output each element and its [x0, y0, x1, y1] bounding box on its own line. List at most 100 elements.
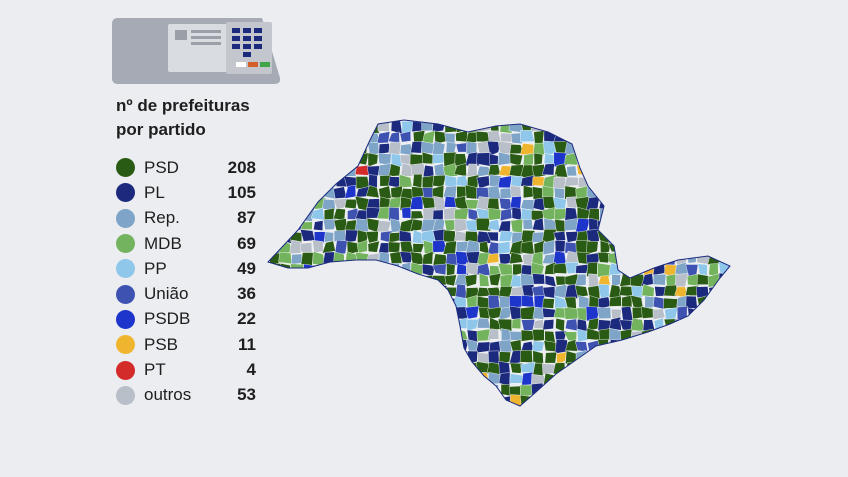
municipality-cell	[542, 405, 557, 406]
municipality-cell	[520, 240, 535, 255]
municipality-cell	[311, 163, 327, 178]
municipality-cell	[268, 405, 269, 406]
municipality-cell	[729, 284, 730, 299]
municipality-cell	[432, 174, 447, 188]
municipality-cell	[608, 361, 622, 376]
municipality-cell	[520, 329, 535, 342]
municipality-cell	[696, 393, 708, 406]
municipality-cell	[707, 120, 720, 121]
municipality-cell	[324, 405, 337, 406]
municipality-cell	[685, 295, 698, 310]
municipality-cell	[576, 142, 591, 156]
municipality-cell	[345, 320, 356, 332]
municipality-cell	[268, 309, 270, 320]
municipality-cell	[674, 330, 689, 340]
municipality-cell	[432, 305, 448, 321]
municipality-cell	[532, 329, 545, 342]
legend-party-count: 69	[237, 233, 256, 253]
municipality-cell	[599, 383, 613, 397]
municipality-cell	[335, 350, 348, 365]
municipality-cell	[564, 176, 579, 187]
municipality-cell	[268, 395, 269, 406]
municipality-cell	[685, 208, 699, 221]
municipality-cell	[542, 298, 555, 309]
municipality-cell	[279, 276, 294, 288]
municipality-cell	[368, 285, 382, 298]
legend-title: nº de prefeituras por partido	[116, 94, 316, 142]
municipality-cell	[475, 341, 491, 354]
municipality-cell	[268, 286, 283, 300]
municipality-cell	[598, 350, 612, 364]
municipality-cell	[565, 404, 579, 406]
municipality-cell	[652, 394, 665, 406]
municipality-cell	[718, 383, 730, 398]
municipality-cell	[641, 404, 654, 406]
municipality-cell	[401, 371, 414, 386]
municipality-cell	[731, 362, 738, 374]
municipality-cell	[454, 361, 469, 375]
municipality-cell	[411, 308, 423, 320]
municipality-cell	[268, 164, 269, 178]
municipality-cell	[354, 120, 368, 122]
municipality-cell	[608, 396, 622, 406]
municipality-cell	[380, 316, 392, 333]
municipality-cell	[478, 272, 490, 287]
municipality-cell	[729, 120, 730, 134]
municipality-cell	[464, 273, 478, 288]
municipality-cell	[299, 229, 316, 242]
municipality-cell	[455, 175, 469, 187]
municipality-cell	[366, 404, 379, 406]
municipality-cell	[619, 362, 635, 376]
municipality-cell	[412, 173, 423, 188]
municipality-cell	[365, 120, 380, 124]
municipality-cell	[333, 340, 346, 354]
municipality-cell	[499, 187, 513, 199]
municipality-cell	[663, 141, 678, 154]
legend-party-label: PSB	[144, 334, 179, 354]
municipality-cell	[357, 404, 371, 406]
municipality-cell	[322, 371, 336, 387]
municipality-cell	[731, 383, 738, 397]
municipality-cell	[608, 284, 622, 299]
legend-party-count: 11	[238, 334, 256, 354]
municipality-cell	[412, 384, 425, 399]
municipality-cell	[707, 132, 719, 144]
municipality-cell	[409, 331, 424, 343]
municipality-cell	[301, 408, 312, 410]
municipality-cell	[697, 263, 708, 276]
municipality-cell	[365, 185, 380, 199]
municipality-cell	[520, 120, 535, 122]
municipality-cell	[631, 122, 645, 134]
municipality-cell	[268, 317, 272, 331]
municipality-cell	[720, 240, 730, 254]
municipality-cell	[641, 372, 655, 388]
municipality-cell	[718, 295, 730, 309]
legend-party-count: 49	[237, 258, 256, 278]
municipality-cell	[718, 405, 730, 406]
municipality-cell	[367, 152, 379, 168]
municipality-cell	[732, 185, 738, 197]
municipality-cell	[654, 251, 666, 266]
municipality-cell	[334, 141, 347, 155]
municipality-cell	[488, 350, 500, 365]
municipality-cell	[707, 141, 720, 155]
municipality-cell	[652, 240, 666, 254]
municipality-cell	[719, 372, 730, 387]
municipality-cell	[718, 120, 730, 135]
municipality-cell	[565, 350, 578, 364]
municipality-cell	[619, 174, 634, 188]
municipality-cell	[707, 305, 722, 320]
municipality-cell	[708, 339, 720, 353]
municipality-cell	[598, 407, 610, 410]
municipality-cell	[454, 120, 469, 124]
municipality-cell	[332, 163, 348, 178]
municipality-cell	[344, 404, 359, 406]
municipality-cell	[698, 228, 711, 244]
municipality-cell	[532, 306, 545, 320]
municipality-cell	[630, 252, 646, 264]
municipality-cell	[730, 142, 738, 153]
municipality-cell	[366, 120, 380, 134]
municipality-cell	[720, 187, 730, 200]
municipality-cell	[619, 162, 633, 178]
municipality-cell	[312, 351, 324, 365]
